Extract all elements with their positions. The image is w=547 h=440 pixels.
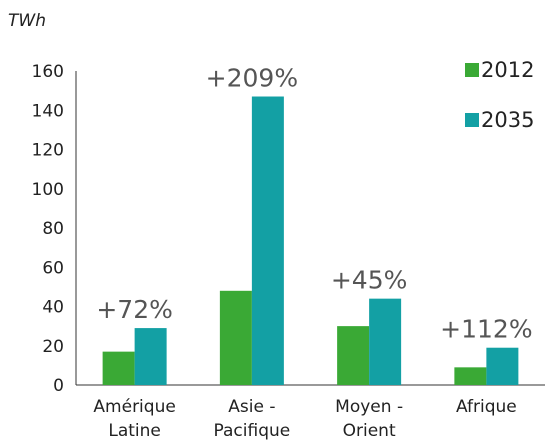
bar-2035 <box>486 347 519 385</box>
legend-swatch <box>465 113 479 127</box>
bar-2012 <box>454 367 487 385</box>
legend-label: 2012 <box>481 58 534 82</box>
category-label: Latine <box>108 421 161 440</box>
category-label: Pacifique <box>214 421 291 440</box>
legend: 2012 2035 <box>465 58 534 132</box>
growth-annotations: +72% +209% +45% +112% <box>96 64 532 344</box>
y-tick-labels: 0 20 40 60 80 100 120 140 160 <box>32 62 64 396</box>
y-tick-label: 140 <box>32 101 64 121</box>
y-unit-label: TWh <box>8 11 46 31</box>
category-label: Moyen - <box>335 397 403 417</box>
bar-2012 <box>102 351 135 385</box>
bar-2012 <box>219 290 252 385</box>
legend-swatch <box>465 63 479 77</box>
y-tick-label: 100 <box>32 180 64 200</box>
category-label: Orient <box>343 421 396 440</box>
y-tick-label: 120 <box>32 141 64 161</box>
y-tick-label: 0 <box>53 376 64 396</box>
y-tick-label: 80 <box>42 219 64 239</box>
growth-annotation: +112% <box>440 315 532 344</box>
category-label: Afrique <box>456 397 517 417</box>
growth-annotation: +45% <box>331 266 408 295</box>
category-label: Amérique <box>93 397 175 417</box>
y-tick-label: 20 <box>42 337 64 357</box>
y-tick-label: 40 <box>42 298 64 318</box>
bar-2035 <box>251 96 284 385</box>
growth-annotation: +72% <box>96 295 173 324</box>
bar-2035 <box>134 328 167 385</box>
category-labels: Amérique Latine Asie - Pacifique Moyen - Orie… <box>93 397 516 440</box>
bar-2012 <box>337 326 370 385</box>
legend-label: 2035 <box>481 108 534 132</box>
category-label: Asie - <box>228 397 275 417</box>
bar-2035 <box>369 298 402 385</box>
y-tick-label: 60 <box>42 258 64 278</box>
y-tick-label: 160 <box>32 62 64 82</box>
bars <box>102 96 519 385</box>
growth-annotation: +209% <box>206 64 298 93</box>
